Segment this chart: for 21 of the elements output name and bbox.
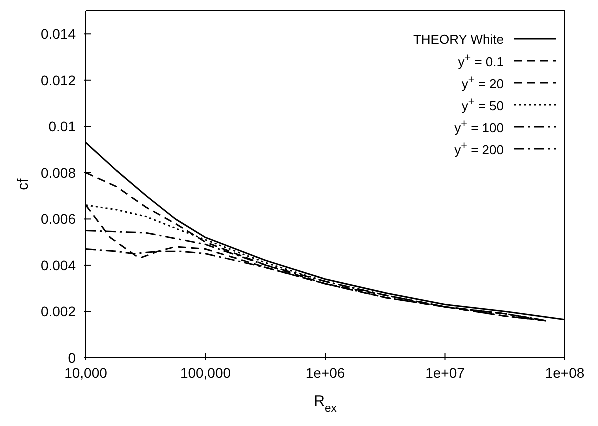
legend-label: THEORY White: [413, 32, 504, 46]
x-axis-title: R$_{ex}$: [314, 393, 338, 415]
legend-label: y$^{+}$ = 200: [454, 140, 504, 158]
y-tick-label: 0.004: [40, 257, 76, 274]
y-tick-label: 0.01: [48, 118, 76, 135]
x-tick-label: 1e+08: [545, 365, 585, 381]
y-axis-title: cf: [15, 178, 32, 190]
legend-label: y$^{+}$ = 100: [454, 118, 504, 136]
x-tick-label: 100,000: [180, 365, 232, 381]
x-tick-label: 1e+07: [426, 365, 466, 381]
y-tick-label: 0.006: [40, 211, 76, 228]
y-tick-label: 0.014: [40, 26, 76, 42]
y-tick-label: 0.002: [40, 304, 76, 320]
y-tick-label: 0.008: [40, 164, 76, 181]
y-tick-label: 0: [68, 350, 76, 366]
legend-label: y$^{+}$ = 50: [462, 96, 504, 114]
legend-label: y$^{+}$ = 20: [462, 74, 504, 92]
y-tick-label: 0.012: [40, 72, 76, 88]
x-tick-label: 10,000: [64, 365, 108, 381]
x-tick-label: 1e+06: [306, 365, 346, 381]
legend-label: y$^{+}$ = 0.1: [458, 52, 504, 70]
